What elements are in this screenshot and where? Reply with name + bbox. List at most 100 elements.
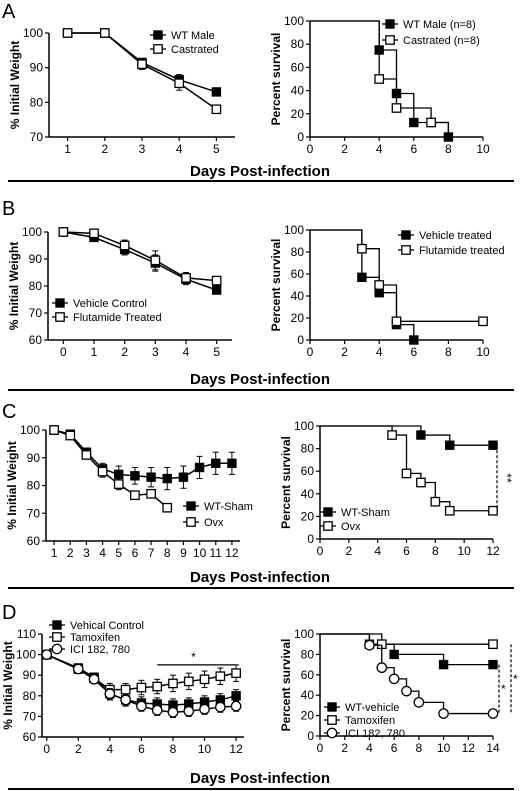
data-point [114, 469, 124, 480]
y-tick-label: 100 [284, 14, 304, 28]
x-tick-label: 10 [193, 546, 207, 560]
data-point [137, 59, 147, 70]
x-tick-label: 1 [91, 345, 98, 359]
series-1 [320, 425, 498, 516]
data-point [211, 275, 222, 286]
y-tick-label: 20 [291, 311, 305, 325]
legend-label: Castrated (n=8) [403, 35, 480, 47]
x-tick-label: 9 [180, 546, 187, 560]
x-tick-label: 0 [60, 345, 67, 359]
survival-step-line [320, 633, 493, 666]
survival-point [357, 243, 367, 254]
survival-point [487, 708, 499, 719]
survival-step-line [310, 229, 483, 322]
x-tick-label: 8 [164, 546, 171, 560]
legend: Vehicle treated Flutamide treated [398, 230, 505, 257]
data-point [230, 700, 242, 712]
data-point [146, 488, 156, 499]
y-tick-label: 100 [22, 225, 42, 239]
legend-marker [326, 727, 338, 739]
legend-marker [385, 35, 395, 45]
legend-label: ICI 182, 780 [345, 728, 405, 740]
legend-marker [385, 19, 395, 29]
y-tick-label: 60 [291, 60, 305, 74]
legend-label: ICI 182, 780 [70, 644, 130, 656]
x-tick-label: 4 [107, 742, 114, 756]
panel-letter: D [2, 602, 16, 624]
survival-point [478, 316, 488, 327]
significance-marker: * [513, 672, 518, 686]
data-point [162, 502, 173, 513]
survival-point [426, 117, 436, 128]
y-axis-label: % Initial Weight [1, 641, 15, 729]
legend-label: WT-Sham [341, 507, 390, 519]
legend-label: Vehical Control [70, 620, 144, 632]
x-tick-label: 10 [457, 544, 471, 558]
weight-line [63, 231, 217, 282]
x-tick-label: 2 [101, 142, 108, 156]
x-tick-label: 0 [317, 741, 324, 755]
series-1 [58, 227, 222, 286]
y-tick-label: 20 [291, 107, 305, 121]
x-tick-label: 7 [148, 546, 155, 560]
x-tick-label: 1 [51, 546, 58, 560]
y-tick-label: 100 [294, 419, 314, 433]
legend-marker [327, 702, 337, 712]
data-point [119, 240, 130, 251]
x-tick-label: 0 [307, 345, 314, 359]
data-point [174, 78, 185, 89]
data-point [146, 472, 156, 482]
survival-point [409, 117, 419, 128]
x-tick-label: 4 [99, 546, 106, 560]
y-tick-label: 60 [29, 333, 43, 347]
x-tick-label: 5 [115, 546, 122, 560]
x-axis-title: Days Post-infection [190, 163, 330, 180]
data-point [130, 490, 140, 501]
legend-marker [323, 507, 333, 517]
data-point [136, 700, 147, 712]
x-tick-label: 8 [445, 142, 452, 156]
x-axis-title: Days Post-infection [190, 371, 330, 388]
y-tick-label: 90 [23, 668, 37, 682]
legend-label: Vehicle Control [73, 298, 147, 310]
x-tick-label: 12 [462, 741, 476, 755]
data-point [211, 104, 222, 115]
significance-marker: * [501, 682, 506, 696]
data-point [152, 681, 163, 692]
series-1 [49, 425, 173, 513]
survival-step-line [320, 425, 493, 446]
series-1 [310, 229, 488, 327]
survival-step-line [320, 633, 493, 645]
x-tick-label: 8 [445, 345, 452, 359]
y-tick-label: 100 [23, 26, 43, 40]
survival-point [374, 74, 385, 84]
significance-marker: ** [500, 473, 514, 483]
y-tick-label: 0 [307, 532, 314, 546]
y-tick-label: 40 [291, 84, 305, 98]
data-point [65, 430, 76, 441]
weight-line [53, 429, 232, 480]
survival-point [387, 430, 397, 440]
x-tick-label: 1 [64, 142, 71, 156]
legend-marker [327, 715, 337, 725]
survival-point [391, 103, 402, 113]
y-tick-label: 60 [301, 464, 315, 478]
x-tick-label: 4 [176, 142, 183, 156]
y-axis-label: Percent survival [269, 239, 283, 332]
survival-point [445, 440, 455, 450]
weight-chart: 60 70 80 90 100 0 1 2 3 4 5 % Initial Weight Vehicle… [7, 225, 232, 359]
legend-label: Tamoxifen [70, 632, 120, 644]
survival-point [430, 496, 441, 507]
survival-point [388, 673, 400, 685]
series-0 [320, 425, 498, 450]
legend-label: Vehicle treated [419, 230, 492, 242]
x-tick-label: 2 [341, 741, 348, 755]
data-point [49, 425, 59, 435]
x-tick-label: 10 [437, 741, 451, 755]
x-tick-label: 2 [341, 142, 348, 156]
data-point [162, 473, 172, 484]
y-axis-label: % Initial Weight [8, 41, 22, 129]
data-point [168, 678, 178, 689]
